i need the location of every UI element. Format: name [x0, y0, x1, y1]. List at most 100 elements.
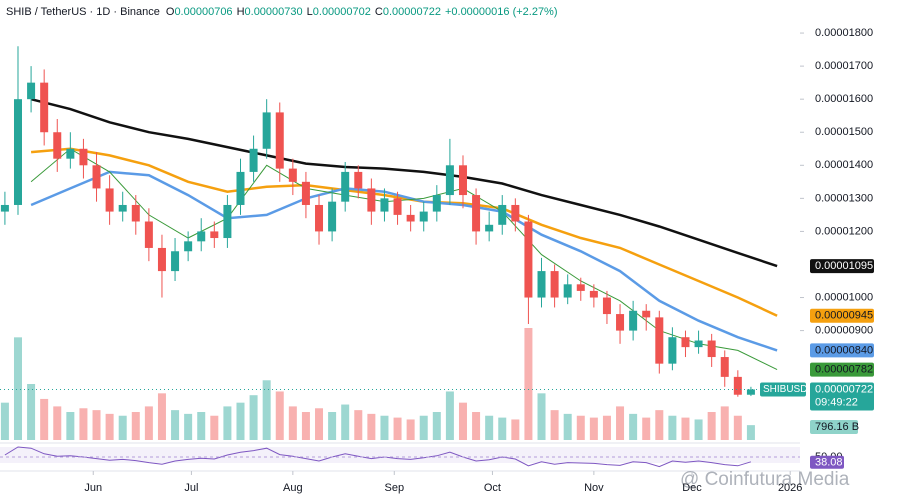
legend-header: SHIB / TetherUS · 1D · Binance O0.0000070…: [6, 6, 562, 18]
volume-bar: [275, 391, 284, 440]
volume-bar: [157, 393, 166, 440]
volume-label: 796.16 B: [815, 421, 859, 433]
ohlc-key: H: [236, 6, 245, 18]
candle-body: [642, 310, 651, 318]
volume-bar: [367, 413, 376, 440]
candle-body: [27, 82, 36, 100]
x-tick-label: Aug: [283, 482, 303, 494]
y-tick-label: 0.00001300: [815, 192, 873, 204]
ma-label-box: [810, 343, 874, 358]
volume-bar: [707, 412, 716, 440]
ma-label: 0.00000782: [815, 364, 873, 376]
moving-average: [30, 148, 778, 371]
candle-body: [393, 198, 402, 215]
y-tick-label: 0.00001700: [815, 60, 873, 72]
volume-bar: [746, 425, 755, 440]
ma-label-box: [810, 308, 874, 323]
candle-body: [472, 195, 481, 232]
volume-bar: [105, 413, 114, 440]
candle-body: [105, 188, 114, 212]
y-tick-label: 0.00001800: [815, 27, 873, 39]
candle-body: [511, 204, 520, 222]
volume-bar: [40, 398, 49, 440]
volume-bar: [537, 393, 546, 440]
volume-bar: [184, 413, 193, 440]
volume-bar: [458, 402, 467, 440]
ohlc-value: 0.00000722: [382, 6, 441, 18]
x-tick-label: 2026: [778, 482, 802, 494]
volume-bar: [79, 408, 88, 440]
ma-label-box: [810, 362, 874, 377]
ohlc-value: 0.00000730: [244, 6, 303, 18]
volume-bar: [341, 404, 350, 440]
candle-body: [681, 337, 690, 348]
candle-body: [668, 337, 677, 364]
volume-label-box: [810, 420, 858, 434]
volume-bar: [668, 415, 677, 440]
candle-body: [524, 221, 533, 298]
candle-body: [66, 148, 75, 159]
candle-body: [13, 99, 22, 205]
volume-bar: [472, 412, 481, 440]
volume-bar: [223, 406, 232, 440]
price-label: 0.00000722: [815, 383, 873, 395]
ma-label: 0.00000945: [815, 310, 873, 322]
x-tick-label: Dec: [682, 482, 702, 494]
y-tick-label: 0.00001500: [815, 126, 873, 138]
volume-bar: [485, 415, 494, 440]
candle-body: [746, 389, 755, 395]
volume-bar: [642, 417, 651, 440]
volume-bar: [393, 417, 402, 440]
volume-bar: [498, 417, 507, 440]
candle-body: [249, 148, 258, 172]
countdown: 09:49:22: [815, 396, 858, 408]
moving-average: [30, 97, 778, 268]
candle-body: [445, 165, 454, 196]
volume-bar: [550, 410, 559, 440]
candle-body: [707, 340, 716, 358]
candle-body: [432, 195, 441, 212]
candle-body: [550, 271, 559, 298]
volume-bar: [681, 417, 690, 440]
volume-bar: [131, 412, 140, 440]
y-tick-label: 0.00000900: [815, 325, 873, 337]
volume-bar: [733, 415, 742, 440]
candle-body: [144, 221, 153, 248]
rsi-value-box: [810, 455, 844, 469]
volume-bar: [511, 419, 520, 440]
candle-body: [498, 204, 507, 225]
x-tick-label: Nov: [584, 482, 604, 494]
candle-body: [629, 310, 638, 331]
moving-average: [30, 170, 778, 352]
volume-bar: [616, 406, 625, 440]
rsi-band: [0, 447, 800, 463]
x-tick-label: Jul: [184, 482, 198, 494]
rsi-value: 38.08: [815, 457, 843, 469]
y-tick-label: 0.00001600: [815, 93, 873, 105]
ma-label: 0.00001095: [815, 260, 873, 272]
y-tick-label: 0.00001200: [815, 225, 873, 237]
candle-body: [53, 132, 62, 159]
volume-bar: [629, 413, 638, 440]
candle-body: [733, 376, 742, 395]
volume-bar: [288, 406, 297, 440]
volume-bar: [262, 380, 271, 440]
candle-body: [694, 340, 703, 348]
candle-body: [236, 171, 245, 205]
candle-body: [341, 171, 350, 202]
ohlc-key: O: [165, 6, 175, 18]
y-tick-label: 0.00001400: [815, 159, 873, 171]
candle-body: [458, 165, 467, 196]
volume-bar: [210, 415, 219, 440]
volume-bar: [720, 406, 729, 440]
volume-bar: [563, 413, 572, 440]
candle-body: [576, 284, 585, 291]
change-value: +0.00000016 (+2.27%): [444, 6, 558, 18]
candle-body: [197, 231, 206, 242]
candle-body: [720, 357, 729, 377]
ma-label-box: [810, 259, 874, 274]
volume-bar: [92, 410, 101, 440]
x-tick-label: Jun: [84, 482, 102, 494]
volume-bar: [118, 415, 127, 440]
candle-body: [79, 148, 88, 166]
